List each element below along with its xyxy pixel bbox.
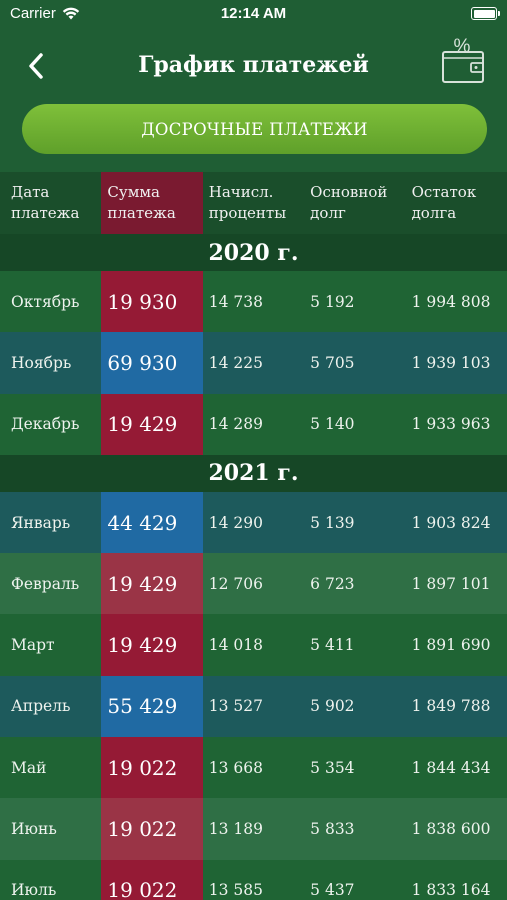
header-balance: Остаток долга	[411, 183, 477, 222]
status-carrier: Carrier	[10, 5, 80, 22]
principal-cell: 5 437	[310, 881, 355, 900]
interest-cell: 13 585	[208, 881, 264, 900]
status-bar: Carrier 12:14 AM	[0, 0, 507, 30]
table-row[interactable]: Ноябрь 69 930 14 225 5 705 1 939 103	[0, 332, 507, 394]
balance-cell: 1 844 434	[411, 758, 491, 777]
payment-sum-cell: 19 022	[101, 859, 203, 900]
month-cell: Июнь	[11, 820, 57, 839]
interest-cell: 13 189	[208, 820, 264, 839]
table-header-row: Дата платежа Сумма платежа Начисл. проценты…	[0, 172, 507, 234]
month-cell: Май	[11, 758, 47, 777]
header-sum: Сумма платежа	[101, 172, 203, 234]
status-time: 12:14 AM	[220, 5, 287, 22]
payment-sum-cell: 19 022	[101, 737, 203, 799]
nav-bar: График платежей %	[0, 36, 507, 96]
principal-cell: 6 723	[310, 574, 355, 593]
interest-cell: 13 668	[208, 758, 264, 777]
principal-cell: 5 833	[310, 820, 355, 839]
table-row[interactable]: Октябрь 19 930 14 738 5 192 1 994 808	[0, 271, 507, 333]
month-cell: Октябрь	[11, 292, 80, 311]
balance-cell: 1 897 101	[411, 574, 491, 593]
header-date: Дата платежа	[11, 183, 80, 222]
header-interest: Начисл. проценты	[208, 183, 287, 222]
payment-sum-cell: 19 429	[101, 614, 203, 676]
table-row[interactable]: Апрель 55 429 13 527 5 902 1 849 788	[0, 675, 507, 738]
payment-sum-cell: 55 429	[101, 675, 203, 738]
principal-cell: 5 354	[310, 758, 355, 777]
balance-cell: 1 933 963	[411, 415, 491, 434]
balance-cell: 1 994 808	[411, 292, 491, 311]
interest-cell: 14 290	[208, 513, 264, 532]
payment-sum-cell: 19 930	[101, 271, 203, 333]
wifi-icon	[62, 7, 80, 20]
early-payments-button[interactable]: ДОСРОЧНЫЕ ПЛАТЕЖИ	[22, 104, 487, 154]
table-row[interactable]: Июль 19 022 13 585 5 437 1 833 164	[0, 859, 507, 900]
balance-cell: 1 939 103	[411, 353, 491, 372]
principal-cell: 5 139	[310, 513, 355, 532]
balance-cell: 1 849 788	[411, 697, 491, 716]
back-button[interactable]	[20, 48, 52, 84]
interest-cell: 14 738	[208, 292, 264, 311]
payment-schedule-table: Дата платежа Сумма платежа Начисл. проценты…	[0, 172, 507, 900]
month-cell: Июль	[11, 881, 57, 900]
balance-cell: 1 838 600	[411, 820, 491, 839]
payment-sum-cell: 19 429	[101, 393, 203, 455]
month-cell: Апрель	[11, 697, 71, 716]
table-body: 2020 г. Октябрь 19 930 14 738 5 192 1 994 808…	[0, 234, 507, 900]
payment-sum-cell: 44 429	[101, 491, 203, 554]
wallet-percent-button[interactable]: %	[441, 36, 487, 86]
principal-cell: 5 902	[310, 697, 355, 716]
month-cell: Март	[11, 636, 55, 655]
interest-cell: 12 706	[208, 574, 264, 593]
year-header: 2021 г.	[0, 454, 507, 492]
table-row[interactable]: Май 19 022 13 668 5 354 1 844 434	[0, 737, 507, 799]
payment-sum-cell: 19 022	[101, 798, 203, 860]
interest-cell: 13 527	[208, 697, 264, 716]
balance-cell: 1 903 824	[411, 513, 491, 532]
wallet-percent-label: %	[454, 36, 471, 57]
payment-sum-cell: 69 930	[101, 332, 203, 394]
table-row[interactable]: Март 19 429 14 018 5 411 1 891 690	[0, 614, 507, 676]
balance-cell: 1 833 164	[411, 881, 491, 900]
carrier-label: Carrier	[10, 5, 56, 22]
interest-cell: 14 225	[208, 353, 264, 372]
month-cell: Ноябрь	[11, 353, 72, 372]
chevron-left-icon	[29, 53, 43, 79]
month-cell: Январь	[11, 513, 71, 532]
table-row[interactable]: Июнь 19 022 13 189 5 833 1 838 600	[0, 798, 507, 860]
header-principal: Основной долг	[310, 183, 388, 222]
table-row[interactable]: Февраль 19 429 12 706 6 723 1 897 101	[0, 553, 507, 615]
principal-cell: 5 192	[310, 292, 355, 311]
battery-icon	[471, 7, 500, 20]
month-cell: Декабрь	[11, 415, 80, 434]
principal-cell: 5 705	[310, 353, 355, 372]
table-row[interactable]: Декабрь 19 429 14 289 5 140 1 933 963	[0, 393, 507, 455]
payment-sum-cell: 19 429	[101, 553, 203, 615]
month-cell: Февраль	[11, 574, 80, 593]
year-header: 2020 г.	[0, 234, 507, 271]
interest-cell: 14 018	[208, 636, 264, 655]
page-title: График платежей	[138, 52, 369, 78]
table-row[interactable]: Январь 44 429 14 290 5 139 1 903 824	[0, 491, 507, 554]
wallet-percent-icon: %	[442, 36, 484, 83]
principal-cell: 5 411	[310, 636, 355, 655]
principal-cell: 5 140	[310, 415, 355, 434]
balance-cell: 1 891 690	[411, 636, 491, 655]
interest-cell: 14 289	[208, 415, 264, 434]
